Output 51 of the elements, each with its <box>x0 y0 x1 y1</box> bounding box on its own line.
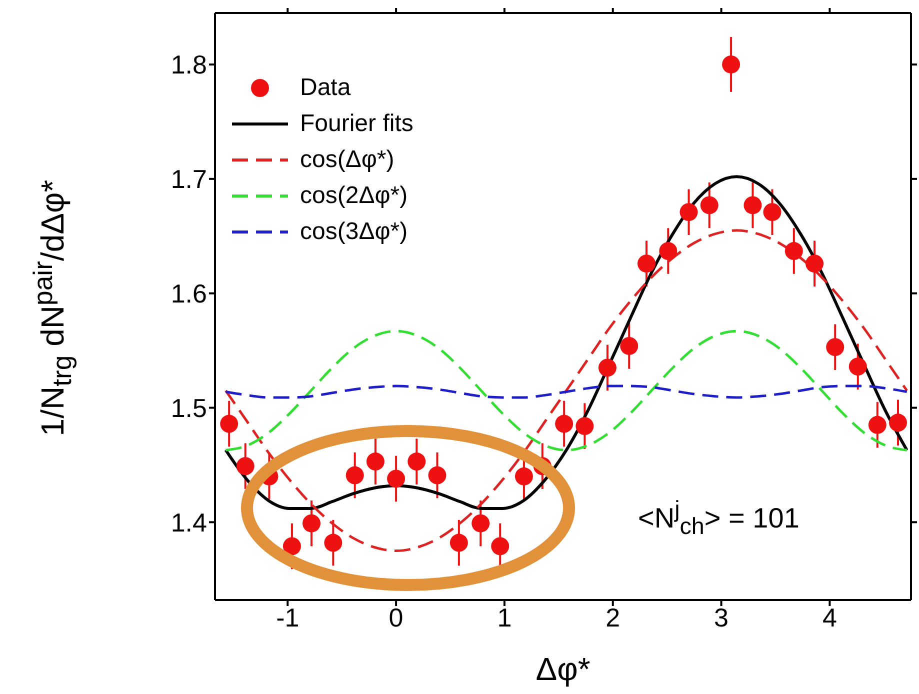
point <box>324 534 342 552</box>
legend-label: Data <box>300 74 351 102</box>
y-tick-label: 1.8 <box>170 50 207 80</box>
point <box>744 196 762 214</box>
point <box>302 514 320 532</box>
point <box>220 414 238 433</box>
x-tick-label: 3 <box>714 602 729 632</box>
point <box>637 254 656 273</box>
point <box>763 203 782 222</box>
point <box>346 466 364 484</box>
point <box>472 514 490 532</box>
point <box>868 416 886 434</box>
y-tick-label: 1.4 <box>170 507 207 538</box>
point <box>514 467 533 486</box>
point <box>555 414 574 433</box>
point <box>888 414 907 432</box>
point <box>491 537 510 556</box>
point <box>722 55 740 74</box>
x-tick-label: 1 <box>497 602 512 632</box>
legend-label: cos(Δφ*) <box>300 146 394 174</box>
point <box>680 203 698 222</box>
x-tick-label: 4 <box>822 602 837 632</box>
point <box>806 254 824 273</box>
line-series <box>224 384 908 399</box>
point <box>598 358 616 377</box>
x-tick-label: -1 <box>276 602 300 632</box>
point <box>620 336 638 355</box>
point <box>848 358 867 376</box>
point <box>826 338 844 356</box>
point <box>408 452 426 471</box>
y-tick-label: 1.5 <box>170 392 207 423</box>
x-tick-label: 0 <box>388 602 404 632</box>
point <box>784 242 803 260</box>
legend-label: cos(3Δφ*) <box>300 218 408 246</box>
legend-label: Fourier fits <box>300 110 414 138</box>
legend-label: cos(2Δφ*) <box>300 182 408 210</box>
x-tick-label: 2 <box>606 602 620 632</box>
line-series <box>224 330 908 452</box>
point <box>450 534 468 552</box>
annotation: <N$^{j}$$_{ch}$> = 101 <box>638 496 800 540</box>
point <box>659 242 678 260</box>
x-axis-title: Δφ* <box>536 651 590 687</box>
point <box>366 452 384 471</box>
point <box>576 417 594 436</box>
point <box>700 196 718 214</box>
point <box>282 537 301 556</box>
y-tick-label: 1.7 <box>170 164 207 194</box>
point <box>428 466 446 484</box>
point <box>387 470 406 488</box>
point <box>236 457 254 476</box>
y-tick-label: 1.6 <box>170 278 207 309</box>
